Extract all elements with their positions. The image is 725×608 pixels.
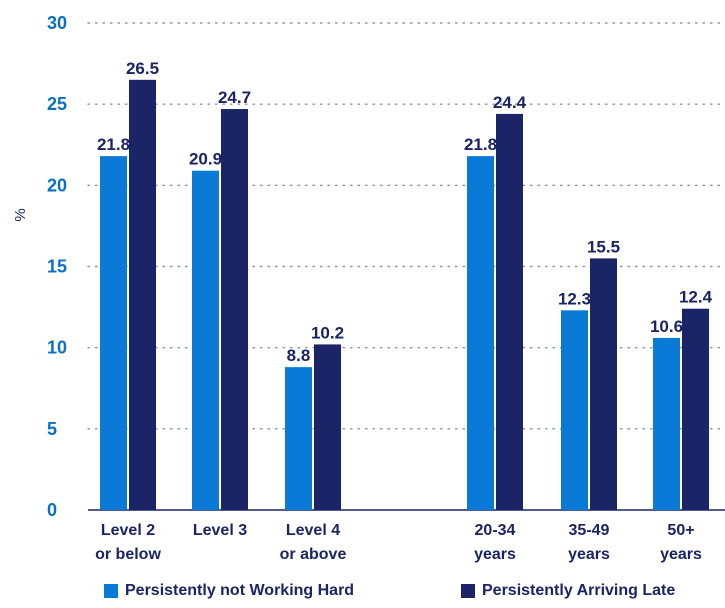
x-tick-label: 50+ (667, 522, 694, 539)
bar (221, 109, 248, 510)
data-label: 10.2 (311, 323, 344, 342)
x-tick-label: years (660, 546, 702, 563)
x-tick-label: Level 2 (101, 522, 155, 539)
data-label: 24.4 (493, 93, 527, 112)
y-tick-label: 20 (47, 175, 67, 195)
x-tick-label: Level 3 (193, 522, 247, 539)
data-label: 26.5 (126, 59, 159, 78)
bar (496, 113, 523, 510)
bar (285, 367, 312, 510)
bar (100, 156, 127, 510)
bar (653, 337, 680, 510)
bar (129, 79, 156, 511)
data-label: 8.8 (287, 346, 311, 365)
data-label: 21.8 (464, 135, 497, 154)
legend-label-not-working-hard: Persistently not Working Hard (125, 582, 355, 599)
legend-item-arriving-late: Persistently Arriving Late (461, 582, 675, 600)
y-tick-label: 5 (47, 419, 57, 439)
legend-swatch-not-working-hard (104, 584, 118, 598)
bar (682, 308, 709, 510)
x-tick-label: 35-49 (569, 522, 610, 539)
data-label: 21.8 (97, 135, 130, 154)
legend-label-arriving-late: Persistently Arriving Late (482, 582, 676, 599)
y-tick-label: 15 (47, 257, 67, 277)
x-tick-label: or above (280, 546, 347, 563)
bar (192, 170, 219, 510)
bar (467, 156, 494, 510)
bar (590, 258, 617, 510)
y-tick-label: 30 (47, 13, 67, 33)
legend-item-not-working-hard: Persistently not Working Hard (104, 582, 354, 600)
legend: Persistently not Working Hard Persistent… (0, 582, 725, 608)
y-tick-label: 10 (47, 338, 67, 358)
x-tick-label: years (568, 546, 610, 563)
x-tick-label: 20-34 (475, 522, 516, 539)
data-label: 10.6 (650, 317, 683, 336)
data-label: 12.4 (679, 288, 713, 307)
legend-swatch-arriving-late (461, 584, 475, 598)
x-tick-label: or below (95, 546, 161, 563)
data-label: 15.5 (587, 237, 620, 256)
data-label: 24.7 (218, 88, 251, 107)
bar (561, 310, 588, 510)
bar-chart: 0 5 10 15 20 25 30% 21.8 26.5 Level 2 or below 20.9… (12, 13, 725, 563)
y-tick-label: 25 (47, 94, 67, 114)
data-label: 12.3 (558, 289, 591, 308)
data-label: 20.9 (189, 150, 222, 169)
y-tick-label: 0 (47, 500, 57, 520)
x-tick-label: Level 4 (286, 522, 340, 539)
y-axis-label: % (12, 208, 29, 221)
x-tick-label: years (474, 546, 516, 563)
bar (314, 344, 341, 510)
